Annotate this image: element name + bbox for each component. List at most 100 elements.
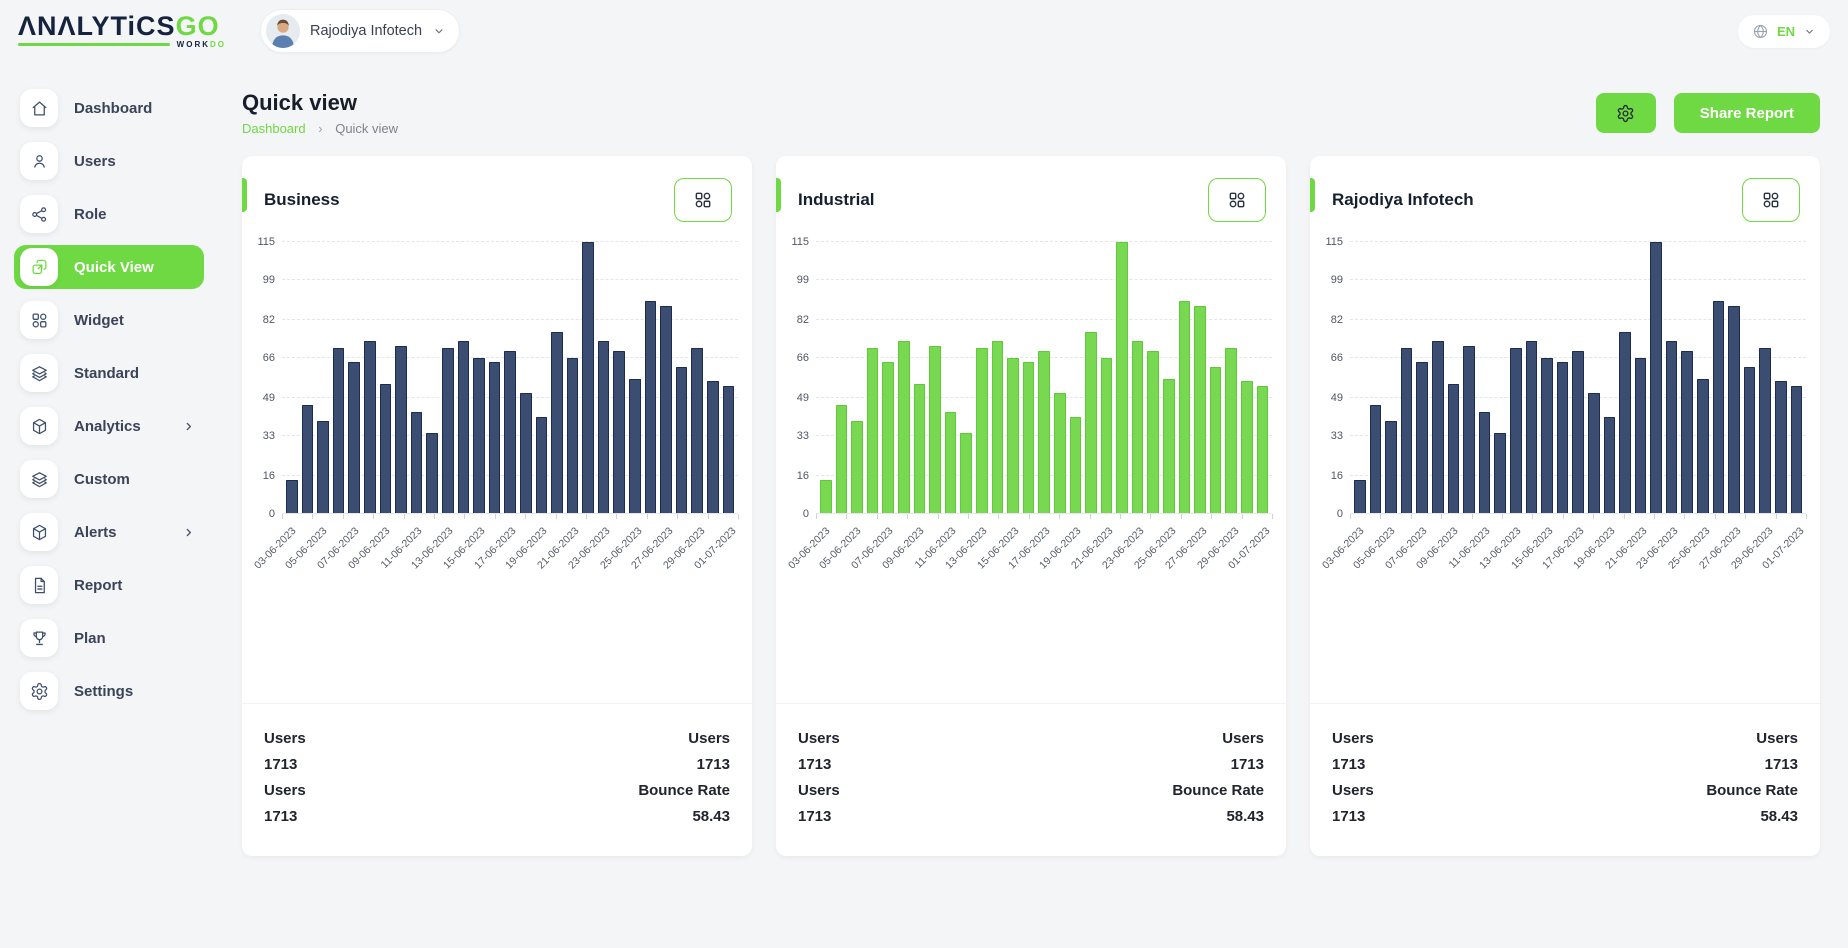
stat-label: Bounce Rate [638, 781, 730, 799]
grid-line [1350, 279, 1806, 281]
bar [1478, 411, 1491, 514]
y-tick-label: 0 [802, 508, 809, 521]
bar [1603, 416, 1616, 514]
bars [282, 242, 738, 514]
x-tick-mark [555, 514, 557, 520]
bar [1354, 480, 1366, 514]
company-selector[interactable]: Rajodiya Infotech [260, 9, 461, 53]
x-tick-mark [1380, 514, 1382, 520]
file-report-icon [20, 566, 58, 604]
bar [1194, 305, 1206, 514]
bar [629, 378, 641, 514]
main-content: Quick view Dashboard › Quick view Share … [238, 62, 1848, 857]
bar [317, 421, 329, 514]
stat-value: 1713 [798, 807, 832, 825]
x-tick-mark [998, 514, 1000, 520]
trophy-icon [20, 619, 58, 657]
y-tick-label: 49 [262, 392, 275, 405]
bar [395, 345, 407, 514]
x-tick-mark [1623, 514, 1625, 520]
sidebar-item-dashboard[interactable]: Dashboard [14, 86, 204, 130]
widget-grid-icon [20, 301, 58, 339]
gear-icon [20, 672, 58, 710]
sidebar-item-quick-view[interactable]: Quick View [14, 245, 204, 289]
logo-text: ΛNΛLYTiCSGO [18, 11, 220, 41]
y-axis: 0 16 33 49 66 82 99 115 [252, 236, 282, 520]
grid-line [816, 319, 1272, 321]
y-tick-label: 82 [1330, 314, 1343, 327]
x-tick-mark [1410, 514, 1412, 520]
bar [1038, 350, 1050, 514]
y-tick-label: 82 [796, 314, 809, 327]
breadcrumb-link-dashboard[interactable]: Dashboard [242, 121, 306, 137]
y-tick-label: 66 [796, 352, 809, 365]
share-report-button[interactable]: Share Report [1673, 93, 1820, 134]
bar [457, 341, 470, 514]
sidebar-item-label: Widget [74, 311, 124, 329]
bar [1116, 242, 1128, 514]
bar [851, 421, 863, 514]
avatar [266, 14, 300, 48]
sidebar-item-settings[interactable]: Settings [14, 669, 204, 713]
sidebar-item-role[interactable]: Role [14, 192, 204, 236]
sidebar-item-plan[interactable]: Plan [14, 616, 204, 660]
bar [1416, 362, 1428, 514]
bar [820, 480, 832, 514]
bar [1509, 348, 1522, 514]
cube-icon [20, 513, 58, 551]
bar-chart: 0 16 33 49 66 82 99 115 03-06-2023 05-06-2023 07-0… [1320, 236, 1807, 600]
card-stats: Users 1713 Users 1713 Users 1713 Bounce … [776, 704, 1286, 856]
y-tick-label: 99 [796, 274, 809, 287]
bar [1712, 301, 1725, 514]
bar [1743, 367, 1756, 514]
bar [882, 362, 894, 514]
x-axis: 03-06-2023 05-06-2023 07-06-2023 09-06-2023… [252, 514, 739, 600]
x-tick-mark [646, 514, 648, 520]
x-tick-mark [616, 514, 618, 520]
chevron-down-icon [432, 24, 446, 38]
x-tick-mark [1028, 514, 1030, 520]
bar [488, 362, 501, 514]
x-tick-mark [1745, 514, 1747, 520]
sidebar-item-report[interactable]: Report [14, 563, 204, 607]
card-divider [242, 703, 752, 705]
bar [597, 341, 610, 514]
card-widget-button[interactable] [1208, 178, 1266, 223]
settings-gear-button[interactable] [1595, 93, 1656, 134]
language-selector[interactable]: EN [1737, 14, 1830, 48]
y-tick-label: 49 [1330, 392, 1343, 405]
sidebar-item-alerts[interactable]: Alerts [14, 510, 204, 554]
bar [1572, 350, 1584, 514]
bar [566, 357, 579, 514]
card-rajodiya-infotech: Rajodiya Infotech 0 16 33 49 66 82 99 115 03-06-… [1310, 156, 1820, 857]
y-tick-label: 0 [1336, 508, 1343, 521]
bar [301, 404, 314, 514]
x-tick-mark [1059, 514, 1061, 520]
plot-area [282, 241, 738, 515]
y-tick-label: 0 [268, 508, 275, 521]
bar [1100, 357, 1113, 514]
sidebar-item-label: Standard [74, 364, 140, 382]
grid-line [816, 279, 1272, 281]
bar [1650, 242, 1662, 514]
card-widget-button[interactable] [1742, 178, 1800, 223]
app-logo[interactable]: ΛNΛLYTiCSGO WORKDO [18, 13, 244, 49]
card-title: Business [264, 190, 340, 210]
y-axis: 0 16 33 49 66 82 99 115 [1320, 236, 1350, 520]
sidebar-item-users[interactable]: Users [14, 139, 204, 183]
bar [722, 386, 735, 514]
stat-value: 1713 [264, 756, 298, 774]
layers-icon [20, 460, 58, 498]
sidebar-item-standard[interactable]: Standard [14, 351, 204, 395]
stat-label: Bounce Rate [1172, 781, 1264, 799]
x-tick-mark [1714, 514, 1716, 520]
x-tick-mark [1775, 514, 1777, 520]
card-widget-button[interactable] [674, 178, 732, 223]
sidebar-item-analytics[interactable]: Analytics [14, 404, 204, 448]
sidebar-item-widget[interactable]: Widget [14, 298, 204, 342]
sidebar-item-custom[interactable]: Custom [14, 457, 204, 501]
bar [286, 480, 298, 514]
grid-line [282, 279, 738, 281]
bar-chart: 0 16 33 49 66 82 99 115 03-06-2023 05-06-2023 07-0… [786, 236, 1273, 600]
logo-underline [18, 43, 170, 46]
